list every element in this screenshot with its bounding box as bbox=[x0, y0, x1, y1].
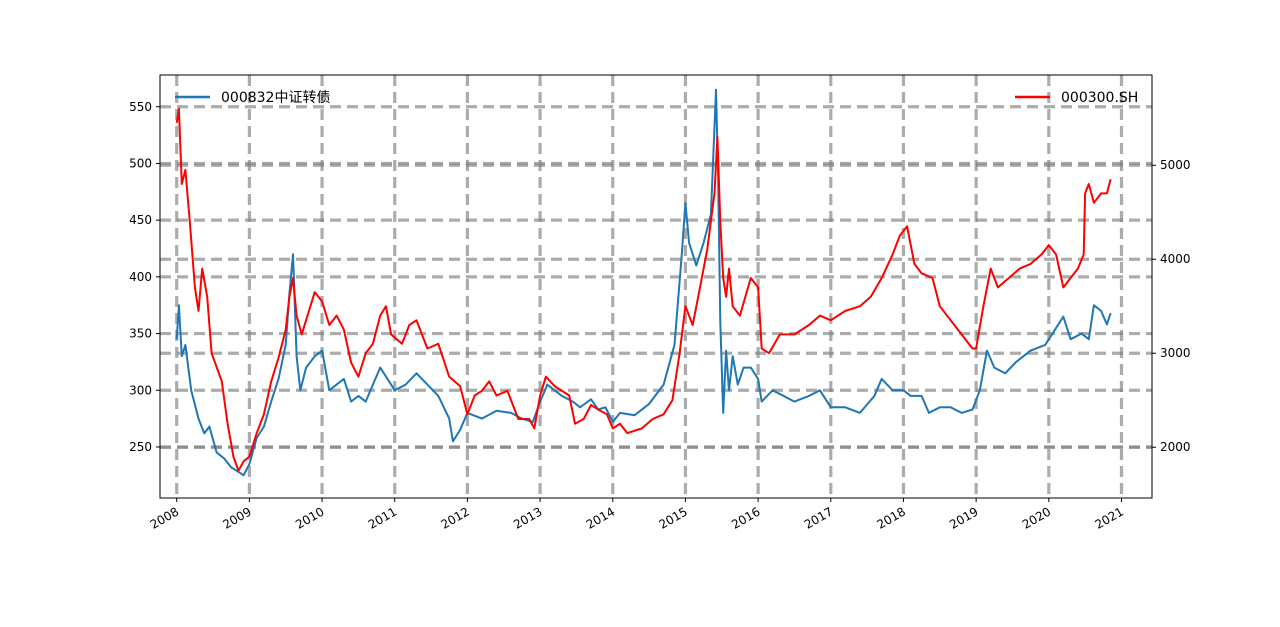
x-tick-label: 2012 bbox=[438, 504, 471, 531]
y-left-tick-label: 350 bbox=[129, 327, 152, 341]
y-right-tick-label: 5000 bbox=[1160, 158, 1191, 172]
x-tick-label: 2009 bbox=[220, 504, 253, 531]
x-tick-label: 2015 bbox=[656, 504, 689, 531]
x-tick-label: 2021 bbox=[1093, 504, 1126, 531]
x-tick-label: 2020 bbox=[1020, 504, 1053, 531]
x-tick-label: 2019 bbox=[947, 504, 980, 531]
x-tick-label: 2014 bbox=[584, 504, 617, 531]
legend-label-csi300: 000300.SH bbox=[1061, 90, 1138, 106]
x-tick-label: 2018 bbox=[875, 504, 908, 531]
y-left-tick-label: 400 bbox=[129, 270, 152, 284]
y-left-tick-label: 250 bbox=[129, 440, 152, 454]
plot-frame bbox=[159, 74, 1153, 499]
series-line-convertible-bond-index bbox=[175, 88, 1112, 477]
y-right-tick-label: 4000 bbox=[1160, 252, 1191, 266]
y-right-tick-label: 3000 bbox=[1160, 346, 1191, 360]
plot-area bbox=[160, 75, 1152, 498]
series-line-csi300 bbox=[175, 107, 1112, 472]
y-right-tick-label: 2000 bbox=[1160, 440, 1191, 454]
legend-label-convertible-bond-index: 000832中证转债 bbox=[221, 90, 330, 106]
y-left-tick-label: 300 bbox=[129, 383, 152, 397]
x-tick-label: 2008 bbox=[148, 504, 181, 531]
y-left-tick-label: 550 bbox=[129, 100, 152, 114]
y-left-tick-label: 450 bbox=[129, 213, 152, 227]
x-tick-label: 2013 bbox=[511, 504, 544, 531]
x-tick-label: 2010 bbox=[293, 504, 326, 531]
x-tick-label: 2017 bbox=[802, 504, 835, 531]
x-tick-label: 2011 bbox=[366, 504, 399, 531]
y-left-tick-label: 500 bbox=[129, 156, 152, 170]
x-tick-label: 2016 bbox=[729, 504, 762, 531]
